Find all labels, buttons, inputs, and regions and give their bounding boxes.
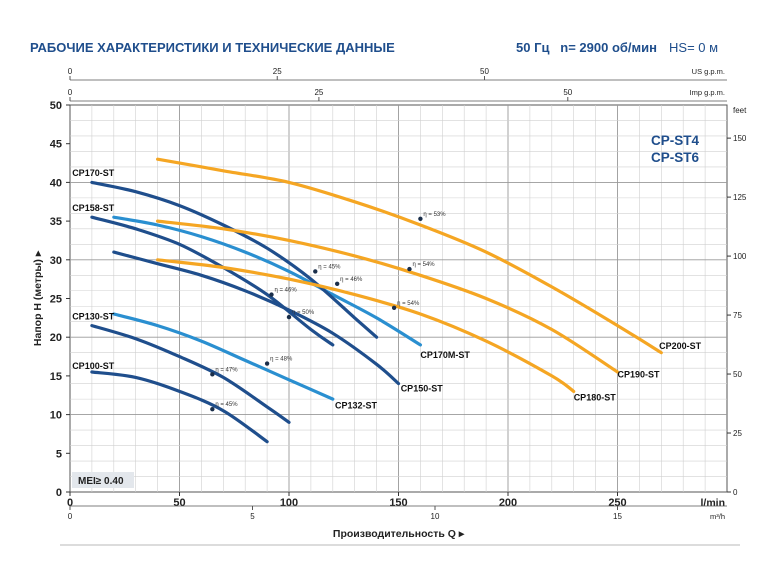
- efficiency-label: η = 53%: [423, 212, 446, 218]
- efficiency-point: [407, 266, 412, 272]
- x-tick-label: 200: [499, 497, 517, 509]
- imp-gpm-tick-label: 25: [314, 88, 323, 97]
- feet-tick-label: 50: [733, 370, 742, 379]
- curve-cp130-st: [90, 324, 291, 424]
- curve-label-cp132-st: CP132-ST: [335, 400, 378, 410]
- m3h-tick-label: 5: [250, 512, 255, 521]
- us-gpm-tick-label: 50: [480, 67, 489, 76]
- y-tick-label: 40: [50, 177, 62, 189]
- speed-label: n= 2900 об/мин: [560, 40, 658, 55]
- curve-label-cp170-st: CP170-ST: [72, 168, 115, 178]
- y-tick-label: 45: [50, 139, 62, 151]
- efficiency-label: η = 54%: [412, 262, 435, 268]
- x-unit-label: l/min: [700, 497, 725, 509]
- feet-tick-label: 125: [733, 193, 747, 202]
- curve-cp170m-st: [112, 215, 422, 347]
- us-gpm-tick-label: 0: [68, 67, 73, 76]
- y-tick-label: 30: [50, 255, 62, 267]
- efficiency-label: η = 50%: [292, 310, 315, 316]
- curve-label-cp158-st: CP158-ST: [72, 203, 115, 213]
- imp-gpm-tick-label: 0: [68, 88, 73, 97]
- feet-tick-label: 75: [733, 311, 742, 320]
- m3h-unit-label: m³/h: [710, 512, 725, 521]
- x-axis-title: Производительность Q ▸: [333, 528, 465, 540]
- x-tick-label: 50: [173, 497, 185, 509]
- efficiency-label: η = 46%: [340, 277, 363, 283]
- curve-cp200-st: [156, 157, 663, 355]
- imp-gpm-tick-label: 50: [563, 88, 572, 97]
- y-tick-label: 0: [56, 487, 62, 499]
- efficiency-point: [264, 361, 270, 366]
- feet-tick-label: 150: [733, 134, 747, 143]
- curve-label-cp150-st: CP150-ST: [401, 383, 444, 393]
- curve-cp132-st: [112, 312, 335, 401]
- y-axis-title: Напор H (метры) ▸: [32, 250, 44, 346]
- x-tick-label: 150: [389, 497, 407, 509]
- efficiency-point: [418, 216, 423, 221]
- curve-cp190-st: [156, 219, 620, 374]
- curve-label-cp130-st: CP130-ST: [72, 311, 115, 321]
- m3h-tick-label: 10: [431, 512, 440, 521]
- curve-cp180-st: [156, 258, 576, 393]
- efficiency-label: η = 54%: [397, 301, 420, 307]
- curve-cp150-st: [112, 250, 401, 386]
- x-tick-label: 0: [67, 497, 73, 509]
- feet-unit-label: feet: [733, 106, 747, 115]
- efficiency-point: [334, 281, 340, 286]
- efficiency-point: [210, 406, 215, 412]
- y-tick-label: 50: [50, 100, 62, 112]
- curve-cp100-st: [90, 370, 269, 444]
- feet-tick-label: 100: [733, 252, 747, 261]
- curve-label-cp190-st: CP190-ST: [618, 369, 661, 379]
- efficiency-label: η = 48%: [270, 357, 293, 363]
- efficiency-label: η = 46%: [274, 288, 297, 294]
- feet-tick-label: 25: [733, 429, 742, 438]
- model-label-cp-st6: CP-ST6: [651, 150, 700, 165]
- efficiency-point: [210, 372, 215, 377]
- efficiency-point: [286, 314, 292, 320]
- operating-conditions: 50 Гц n= 2900 об/мин HS= 0 м: [516, 40, 718, 55]
- mei-badge: MEI≥ 0.40: [78, 476, 124, 487]
- us-gpm-tick-label: 25: [273, 67, 282, 76]
- y-tick-label: 25: [50, 294, 62, 306]
- efficiency-point: [391, 305, 397, 310]
- mei-badge-bg: [72, 472, 134, 488]
- hs-label: HS= 0 м: [669, 40, 719, 55]
- x-tick-label: 100: [280, 497, 298, 509]
- efficiency-label: η = 45%: [318, 264, 341, 270]
- feet-tick-label: 0: [733, 488, 738, 497]
- efficiency-point: [313, 269, 318, 274]
- curve-label-cp180-st: CP180-ST: [574, 393, 617, 403]
- model-label-cp-st4: CP-ST4: [651, 133, 700, 148]
- y-tick-label: 35: [50, 216, 62, 228]
- curve-label-cp100-st: CP100-ST: [72, 361, 115, 371]
- curve-label-cp200-st: CP200-ST: [659, 341, 702, 351]
- y-tick-label: 20: [50, 332, 62, 344]
- y-tick-label: 5: [56, 448, 62, 460]
- curve-label-cp170m-st: CP170M-ST: [420, 350, 470, 360]
- m3h-tick-label: 0: [68, 512, 73, 521]
- frequency-label: 50 Гц: [516, 40, 550, 55]
- curve-cp170-st: [90, 180, 379, 339]
- page-title: РАБОЧИЕ ХАРАКТЕРИСТИКИ И ТЕХНИЧЕСКИЕ ДАН…: [30, 40, 395, 55]
- y-tick-label: 10: [50, 410, 62, 422]
- efficiency-label: η = 45%: [215, 402, 238, 408]
- efficiency-point: [269, 292, 274, 297]
- m3h-tick-label: 15: [613, 512, 622, 521]
- imp-gpm-unit-label: Imp g.p.m.: [690, 88, 725, 97]
- y-tick-label: 15: [50, 371, 62, 383]
- efficiency-label: η = 47%: [215, 367, 238, 373]
- us-gpm-unit-label: US g.p.m.: [692, 67, 725, 76]
